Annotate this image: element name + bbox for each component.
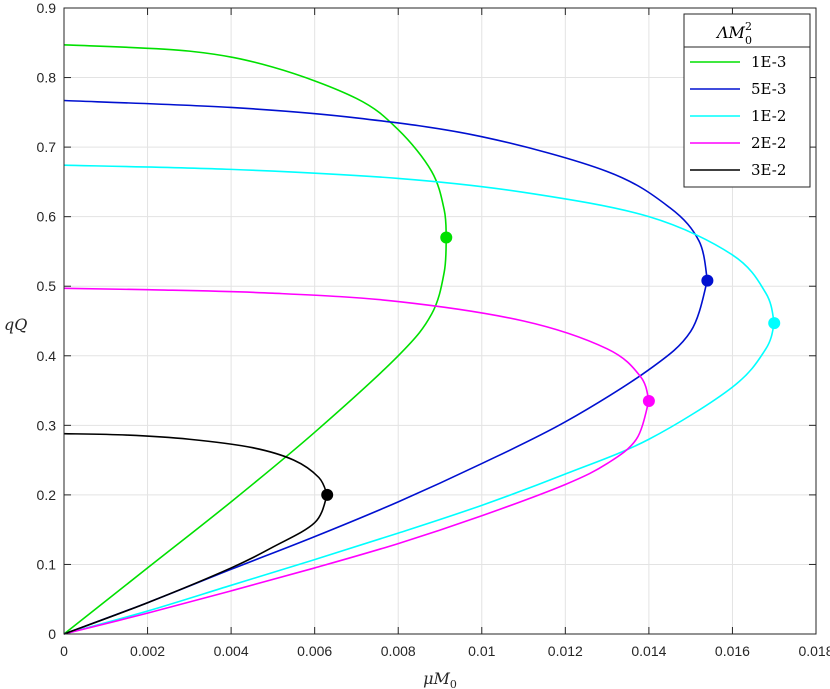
legend-title-main: ΛM [715, 23, 746, 42]
x-tick-label: 0.014 [631, 643, 666, 659]
x-tick-label: 0.01 [468, 643, 495, 659]
y-tick-label: 0.2 [37, 487, 57, 503]
series-line-upper-branch [63, 164, 775, 324]
y-axis-label: qQ [4, 315, 27, 334]
turning-point-marker [768, 317, 781, 330]
series-2E-2 [63, 287, 655, 635]
series-line-upper-branch [63, 287, 650, 402]
legend-entry: 3E-2 [690, 161, 786, 179]
legend-box [683, 13, 811, 188]
legend-label: 5E-3 [751, 80, 786, 98]
series-line-lower-branch [63, 400, 650, 635]
legend-title-subscript: 0 [745, 34, 752, 47]
series-layer [63, 44, 781, 635]
y-tick-label: 0.6 [37, 209, 57, 225]
series-3E-2 [63, 432, 334, 635]
series-line-lower-branch [63, 237, 448, 635]
series-1E-2 [63, 164, 781, 635]
turning-point-marker [642, 394, 655, 407]
legend: ΛM2 0 1E-3 5E-3 1E-2 2E-2 3E-2 [683, 13, 811, 188]
y-tick-label: 0.9 [37, 0, 57, 16]
plot-frame [63, 7, 817, 635]
x-axis-label-subscript: 0 [450, 678, 457, 689]
x-tick-label: 0.006 [297, 643, 332, 659]
legend-entry: 1E-3 [690, 53, 786, 71]
legend-label: 1E-3 [751, 53, 786, 71]
legend-entries: 1E-3 5E-3 1E-2 2E-2 3E-2 [690, 53, 786, 179]
x-tick-labels: 0 0.002 0.004 0.006 0.008 0.01 0.012 0.014 0.016… [60, 643, 830, 659]
y-tick-labels: 0 0.1 0.2 0.3 0.4 0.5 0.6 0.7 0.8 0.9 [37, 0, 57, 642]
x-tick-label: 0.016 [715, 643, 750, 659]
legend-title-superscript: 2 [745, 20, 752, 33]
x-axis-label-main: μM [423, 669, 450, 688]
legend-title: ΛM2 0 [715, 20, 752, 47]
x-tick-label: 0.012 [548, 643, 583, 659]
legend-label: 2E-2 [751, 134, 786, 152]
legend-label: 1E-2 [751, 107, 786, 125]
y-tick-label: 0.8 [37, 70, 57, 86]
x-tick-label: 0 [60, 643, 68, 659]
y-tick-label: 0.3 [37, 417, 57, 433]
series-line-upper-branch [63, 432, 328, 496]
turning-point-marker [321, 488, 334, 501]
y-tick-label: 0.7 [37, 139, 57, 155]
x-tick-label: 0.002 [130, 643, 165, 659]
y-tick-label: 0.4 [37, 348, 57, 364]
series-line-lower-branch [63, 322, 775, 635]
series-line-lower-branch [63, 494, 328, 635]
turning-point-marker [701, 274, 714, 287]
y-tick-label: 0 [48, 626, 56, 642]
legend-entry: 1E-2 [690, 107, 786, 125]
x-axis-label: μM0 [423, 669, 457, 689]
series-1E-3 [63, 44, 453, 635]
legend-entry: 2E-2 [690, 134, 786, 152]
series-line-upper-branch [63, 44, 448, 238]
turning-point-marker [440, 231, 453, 244]
legend-label: 3E-2 [751, 161, 786, 179]
y-tick-label: 0.5 [37, 278, 57, 294]
x-tick-label: 0.004 [214, 643, 249, 659]
legend-entry: 5E-3 [690, 80, 786, 98]
x-tick-label: 0.008 [381, 643, 416, 659]
y-tick-label: 0.1 [37, 556, 57, 572]
series-line-upper-branch [63, 99, 709, 281]
x-tick-label: 0.018 [798, 643, 830, 659]
